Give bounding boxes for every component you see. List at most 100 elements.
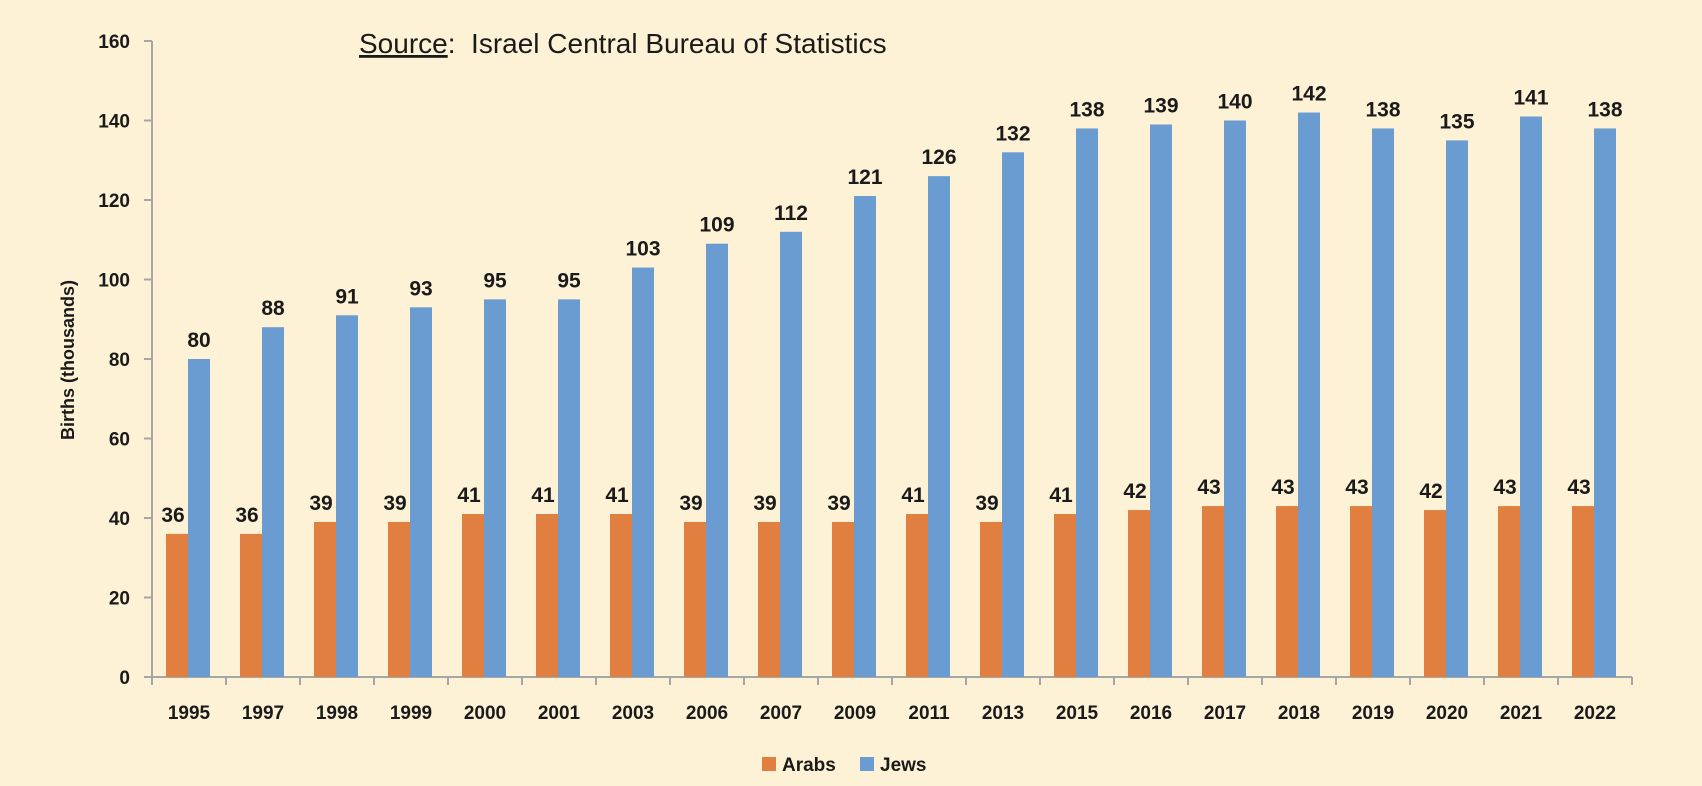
x-tick-label: 1997 [242, 703, 284, 724]
bar-jews [410, 307, 432, 677]
x-tick-label: 2019 [1352, 703, 1394, 724]
svg-text:Source: Israel Central Bureau: Source: Israel Central Bureau of Statist… [359, 28, 887, 59]
x-tick-label: 2022 [1574, 703, 1616, 724]
bar-arabs [1350, 506, 1372, 677]
data-label-jews: 135 [1439, 110, 1474, 133]
source-label: Source [359, 28, 448, 59]
x-tick-label: 2016 [1130, 703, 1172, 724]
data-label-jews: 91 [335, 285, 359, 308]
bar-arabs [1572, 506, 1594, 677]
y-tick-label: 60 [109, 430, 130, 451]
x-tick-label: 2006 [686, 703, 728, 724]
data-label-jews: 141 [1513, 87, 1548, 110]
bar-arabs [388, 521, 410, 677]
x-tick-label: 2017 [1204, 703, 1246, 724]
legend-swatch [860, 757, 874, 771]
data-label-arabs: 43 [1271, 476, 1294, 499]
data-label-jews: 88 [261, 297, 285, 320]
data-label-arabs: 43 [1345, 476, 1368, 499]
x-tick-label: 2020 [1426, 703, 1468, 724]
data-label-arabs: 43 [1197, 476, 1220, 499]
bar-arabs [1202, 506, 1224, 677]
data-labels: 36 36 39 39 41 41 41 39 39 39 41 39 41 42 43 43 43 42 43 43… [161, 83, 1623, 527]
bar-jews [558, 299, 580, 677]
bar-jews [1520, 116, 1542, 677]
data-label-arabs: 41 [457, 484, 481, 507]
x-tick-label: 2011 [908, 703, 950, 724]
legend-label: Jews [880, 755, 926, 776]
data-label-arabs: 43 [1493, 476, 1516, 499]
source-annotation: Source: Israel Central Bureau of Statist… [359, 28, 887, 59]
data-label-arabs: 36 [235, 504, 258, 527]
bar-jews [188, 359, 210, 677]
bar-jews [928, 176, 950, 677]
x-tick-label: 2015 [1056, 703, 1099, 724]
bar-arabs [462, 514, 484, 677]
data-label-arabs: 43 [1567, 476, 1590, 499]
data-label-arabs: 41 [605, 484, 629, 507]
data-label-arabs: 39 [827, 492, 850, 515]
legend-item-arabs: Arabs [762, 755, 836, 776]
data-label-jews: 95 [483, 269, 507, 292]
x-tick-label: 2018 [1278, 703, 1320, 724]
data-label-jews: 142 [1291, 83, 1326, 106]
data-label-jews: 95 [557, 269, 581, 292]
x-tick-label: 1999 [390, 703, 432, 724]
legend: Arabs Jews [762, 755, 926, 776]
data-label-jews: 109 [699, 214, 734, 237]
data-label-jews: 138 [1069, 98, 1104, 121]
data-label-arabs: 39 [679, 492, 702, 515]
bar-jews [854, 196, 876, 677]
bar-jews [1224, 120, 1246, 677]
data-label-jews: 121 [847, 166, 882, 189]
bar-arabs [832, 521, 854, 677]
x-tick-label: 2009 [834, 703, 876, 724]
source-text: : Israel Central Bureau of Statistics [448, 28, 887, 59]
data-label-arabs: 42 [1419, 480, 1442, 503]
bar-arabs [684, 521, 706, 677]
bar-jews [780, 231, 802, 678]
bar-arabs [166, 533, 188, 677]
bar-jews [336, 315, 358, 677]
bar-arabs [906, 514, 928, 677]
bar-arabs [536, 514, 558, 677]
x-tick-label: 2003 [612, 703, 654, 724]
data-label-jews: 126 [921, 146, 956, 169]
bar-jews [706, 243, 728, 677]
data-label-jews: 138 [1587, 98, 1622, 121]
data-label-arabs: 41 [901, 484, 925, 507]
legend-item-jews: Jews [860, 755, 926, 776]
x-tick-label: 2000 [464, 703, 506, 724]
y-axis-title: Births (thousands) [58, 280, 78, 440]
data-label-arabs: 41 [1049, 484, 1073, 507]
bar-jews [1594, 128, 1616, 677]
y-tick-label: 40 [109, 509, 130, 530]
x-tick-label: 2021 [1500, 703, 1543, 724]
bar-jews [1446, 140, 1468, 677]
bar-arabs [1424, 510, 1446, 677]
x-tick-label: 1998 [316, 703, 358, 724]
data-label-arabs: 39 [753, 492, 776, 515]
bar-arabs [1276, 506, 1298, 677]
y-tick-label: 0 [119, 668, 130, 689]
bar-arabs [980, 521, 1002, 677]
data-label-jews: 132 [995, 122, 1030, 145]
bar-jews [1002, 152, 1024, 678]
y-tick-label: 80 [109, 350, 130, 371]
legend-label: Arabs [782, 755, 836, 776]
bar-arabs [758, 521, 780, 677]
bar-jews [1076, 128, 1098, 677]
bar-jews [262, 327, 284, 677]
bar-arabs [240, 533, 262, 677]
y-tick-label: 120 [98, 191, 130, 212]
x-tick-label: 1995 [168, 703, 211, 724]
data-label-jews: 93 [409, 277, 432, 300]
y-tick-label: 100 [98, 271, 130, 292]
data-label-jews: 80 [187, 329, 210, 352]
y-tick-label: 20 [109, 589, 130, 610]
bar-arabs [1054, 514, 1076, 677]
x-tick-label: 2007 [760, 703, 802, 724]
data-label-arabs: 39 [309, 492, 332, 515]
bar-jews [1298, 112, 1320, 678]
